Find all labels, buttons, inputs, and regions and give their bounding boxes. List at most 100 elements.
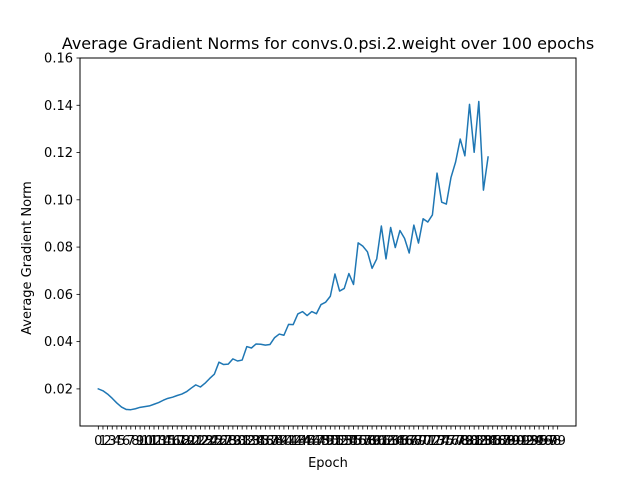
y-tick-label: 0.06 [44,288,73,303]
x-tick-label: 46 [303,434,320,449]
x-tick-label: 76 [443,434,460,449]
x-tick-label: 11 [141,434,158,449]
x-tick-label: 25 [206,434,223,449]
x-tick-label: 98 [545,434,562,449]
x-tick-label: 44 [294,434,311,449]
x-tick-label: 71 [419,434,436,449]
y-tick-label: 0.16 [44,52,73,67]
x-tick-label: 26 [211,434,228,449]
y-tick-label: 0.12 [44,146,73,161]
x-tick-label: 31 [234,434,251,449]
x-tick-label: 59 [364,434,381,449]
x-tick-label: 29 [225,434,242,449]
chart-title: Average Gradient Norms for convs.0.psi.2… [62,34,594,53]
x-tick-label: 69 [410,434,427,449]
x-axis-label: Epoch [308,456,348,471]
series-line [97,100,489,411]
x-tick-label: 57 [355,434,372,449]
x-tick-label: 88 [498,434,515,449]
x-tick-label: 8 [131,434,139,449]
x-tick-label: 48 [313,434,330,449]
x-tick-label: 42 [285,434,302,449]
x-tick-label: 2 [103,434,111,449]
x-tick-label: 51 [327,434,344,449]
x-tick-label: 75 [438,434,455,449]
x-tick-label: 78 [452,434,469,449]
x-tick-label: 62 [378,434,395,449]
x-tick-label: 92 [517,434,534,449]
x-tick-label: 96 [535,434,552,449]
x-tick-label: 84 [480,434,497,449]
x-tick-label: 32 [239,434,256,449]
y-axis: 0.02 0.04 0.06 0.08 0.10 0.12 0.14 0.16 [44,52,80,397]
x-tick-label: 36 [257,434,274,449]
y-axis-label: Average Gradient Norm [20,181,35,335]
x-tick-label: 89 [503,434,520,449]
y-tick-label: 0.10 [44,193,73,208]
x-tick-label: 13 [150,434,167,449]
x-tick-label: 80 [461,434,478,449]
x-tick-label: 5 [117,434,125,449]
x-tick-label: 70 [415,434,432,449]
x-tick-label: 22 [192,434,209,449]
x-tick-label: 3 [108,434,116,449]
x-tick-label: 77 [447,434,464,449]
x-tick-label: 65 [392,434,409,449]
x-tick-label: 35 [252,434,269,449]
x-tick-label: 39 [271,434,288,449]
x-tick-label: 16 [164,434,181,449]
x-tick-label: 24 [201,434,218,449]
x-tick-label: 85 [484,434,501,449]
x-tick-label: 12 [146,434,163,449]
x-tick-label: 21 [187,434,204,449]
x-tick-label: 23 [197,434,214,449]
x-tick-label: 45 [299,434,316,449]
x-tick-label: 87 [494,434,511,449]
x-tick-label: 30 [229,434,246,449]
x-tick-label: 43 [290,434,307,449]
x-tick-label: 27 [215,434,232,449]
x-tick-label: 79 [457,434,474,449]
x-tick-label: 74 [433,434,450,449]
y-tick-label: 0.08 [44,241,73,256]
x-tick-label: 99 [549,434,566,449]
x-axis: 0123456789101112131415161718192021222324… [94,426,566,449]
x-tick-label: 28 [220,434,237,449]
x-tick-label: 49 [317,434,334,449]
x-tick-label: 58 [359,434,376,449]
plot-area [79,57,577,427]
x-tick-label: 90 [508,434,525,449]
x-tick-label: 73 [429,434,446,449]
x-tick-label: 37 [262,434,279,449]
x-tick-label: 72 [424,434,441,449]
x-tick-label: 86 [489,434,506,449]
x-tick-label: 47 [308,434,325,449]
y-tick-label: 0.14 [44,99,73,114]
x-tick-label: 95 [531,434,548,449]
x-tick-label: 60 [368,434,385,449]
x-tick-label: 52 [331,434,348,449]
x-tick-label: 66 [396,434,413,449]
x-tick-label: 1 [99,434,107,449]
x-tick-label: 61 [373,434,390,449]
x-tick-label: 94 [526,434,543,449]
x-tick-label: 67 [401,434,418,449]
x-tick-label: 97 [540,434,557,449]
y-tick-label: 0.04 [44,335,73,350]
x-tick-label: 64 [387,434,404,449]
x-tick-label: 93 [522,434,539,449]
x-tick-label: 17 [169,434,186,449]
x-tick-label: 19 [178,434,195,449]
x-tick-label: 10 [136,434,153,449]
y-tick-label: 0.02 [44,382,73,397]
x-tick-label: 81 [466,434,483,449]
x-tick-label: 91 [512,434,529,449]
x-tick-label: 83 [475,434,492,449]
x-tick-label: 41 [280,434,297,449]
x-tick-label: 6 [122,434,130,449]
x-tick-label: 0 [94,434,102,449]
x-tick-label: 63 [382,434,399,449]
x-tick-label: 55 [345,434,362,449]
